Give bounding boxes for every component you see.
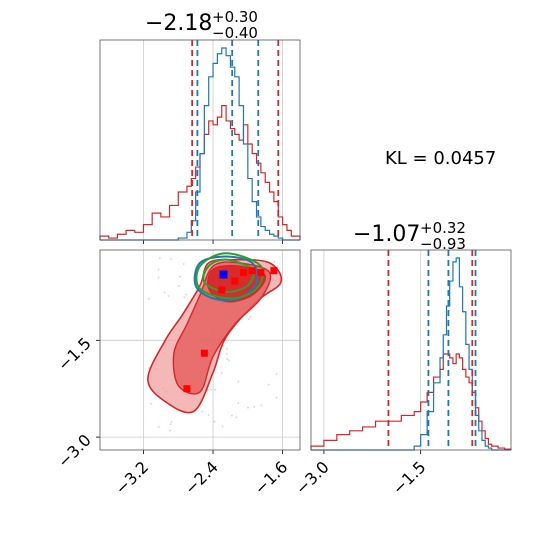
joint-sample-point (237, 402, 240, 405)
joint-contour-a (193, 255, 259, 302)
joint-marker-b-5 (248, 267, 256, 275)
param2-frame (310, 249, 512, 451)
joint-sample-point (226, 348, 228, 350)
joint-sample-point (158, 257, 161, 259)
joint-marker-b-2 (218, 286, 226, 294)
joint-sample-point (163, 291, 166, 294)
joint-x-ticklabel-2: −1.6 (251, 457, 292, 498)
joint-marker-b-6 (257, 269, 265, 277)
joint-sample-point (247, 318, 250, 321)
joint-sample-point (275, 373, 278, 375)
joint-sample-point (225, 352, 228, 355)
joint-marker-a (219, 270, 228, 279)
joint-marker-b-1 (200, 349, 208, 357)
joint-sample-point (183, 296, 186, 298)
joint-x-ticklabel-1: −2.4 (181, 457, 222, 498)
joint-sample-point (214, 388, 216, 391)
joint-sample-point (235, 416, 238, 419)
joint-sample-point (210, 388, 213, 391)
param1-hist-a (100, 47, 300, 241)
param2-histogram-panel (310, 249, 512, 454)
joint-contour-c-outer (195, 252, 265, 300)
joint-sample-point (157, 268, 160, 271)
joint-sample-point (221, 425, 224, 428)
joint-sample-point (157, 276, 160, 279)
param2-x-ticklabel-1: −1.5 (389, 457, 430, 498)
param2-title-minus: −0.93 (420, 235, 466, 253)
joint-sample-point (247, 406, 249, 409)
param1-title: −2.18 +0.30 −0.40 (145, 8, 258, 42)
joint-sample-point (185, 293, 188, 296)
joint-sample-point (213, 420, 216, 423)
joint-marker-b-7 (270, 267, 278, 275)
joint-marker-b-4 (239, 269, 247, 277)
joint-sample-point (253, 405, 256, 408)
joint-distribution-panel (96, 249, 301, 454)
joint-marker-b-0 (183, 385, 191, 393)
joint-sample-point (177, 285, 180, 287)
param2-title-plus: +0.32 (420, 219, 466, 237)
x-tick-labels: −3.2 −2.4 −1.6 −3.0 −1.5 (111, 457, 429, 498)
y-tick-labels: −1.5 −3.0 (54, 334, 95, 472)
param1-hist-b (99, 105, 301, 240)
joint-sample-point (150, 402, 153, 405)
joint-x-ticklabel-0: −3.2 (111, 457, 152, 498)
joint-sample-point (169, 258, 172, 260)
joint-y-ticklabel-1: −3.0 (54, 430, 95, 471)
param2-x-ticklabel-0: −3.0 (292, 457, 333, 498)
joint-sample-point (260, 404, 263, 407)
param1-histogram-panel (99, 39, 301, 244)
param2-title: −1.07 +0.32 −0.93 (353, 219, 466, 253)
param2-title-median: −1.07 (353, 222, 420, 247)
param1-title-plus: +0.30 (212, 8, 258, 26)
kl-label: KL = 0.0457 (385, 148, 496, 169)
joint-marker-b-3 (231, 277, 239, 285)
joint-frame (99, 249, 301, 451)
joint-sample-point (157, 426, 160, 428)
joint-sample-point (220, 372, 223, 374)
joint-y-ticklabel-0: −1.5 (54, 334, 95, 375)
joint-sample-point (206, 389, 209, 392)
joint-sample-point (148, 298, 150, 300)
joint-sample-point (273, 260, 276, 263)
joint-sample-point (249, 316, 252, 318)
param2-hist-b (310, 353, 512, 450)
joint-sample-point (167, 295, 170, 297)
joint-sample-point (207, 414, 210, 416)
joint-sample-point (169, 429, 171, 432)
joint-sample-point (275, 396, 278, 399)
joint-sample-point (170, 421, 173, 423)
param1-title-minus: −0.40 (212, 24, 258, 42)
joint-sample-point (237, 380, 240, 383)
joint-sample-point (182, 263, 185, 265)
param1-frame (99, 39, 301, 241)
joint-sample-point (267, 383, 270, 386)
joint-sample-point (231, 414, 233, 417)
joint-sample-point (169, 423, 172, 426)
param1-title-median: −2.18 (145, 11, 212, 36)
joint-sample-point (201, 410, 204, 413)
param2-hist-a (311, 257, 511, 451)
joint-sample-point (147, 367, 150, 369)
joint-sample-point (179, 275, 181, 278)
joint-sample-point (226, 358, 229, 360)
joint-sample-point (228, 359, 230, 362)
